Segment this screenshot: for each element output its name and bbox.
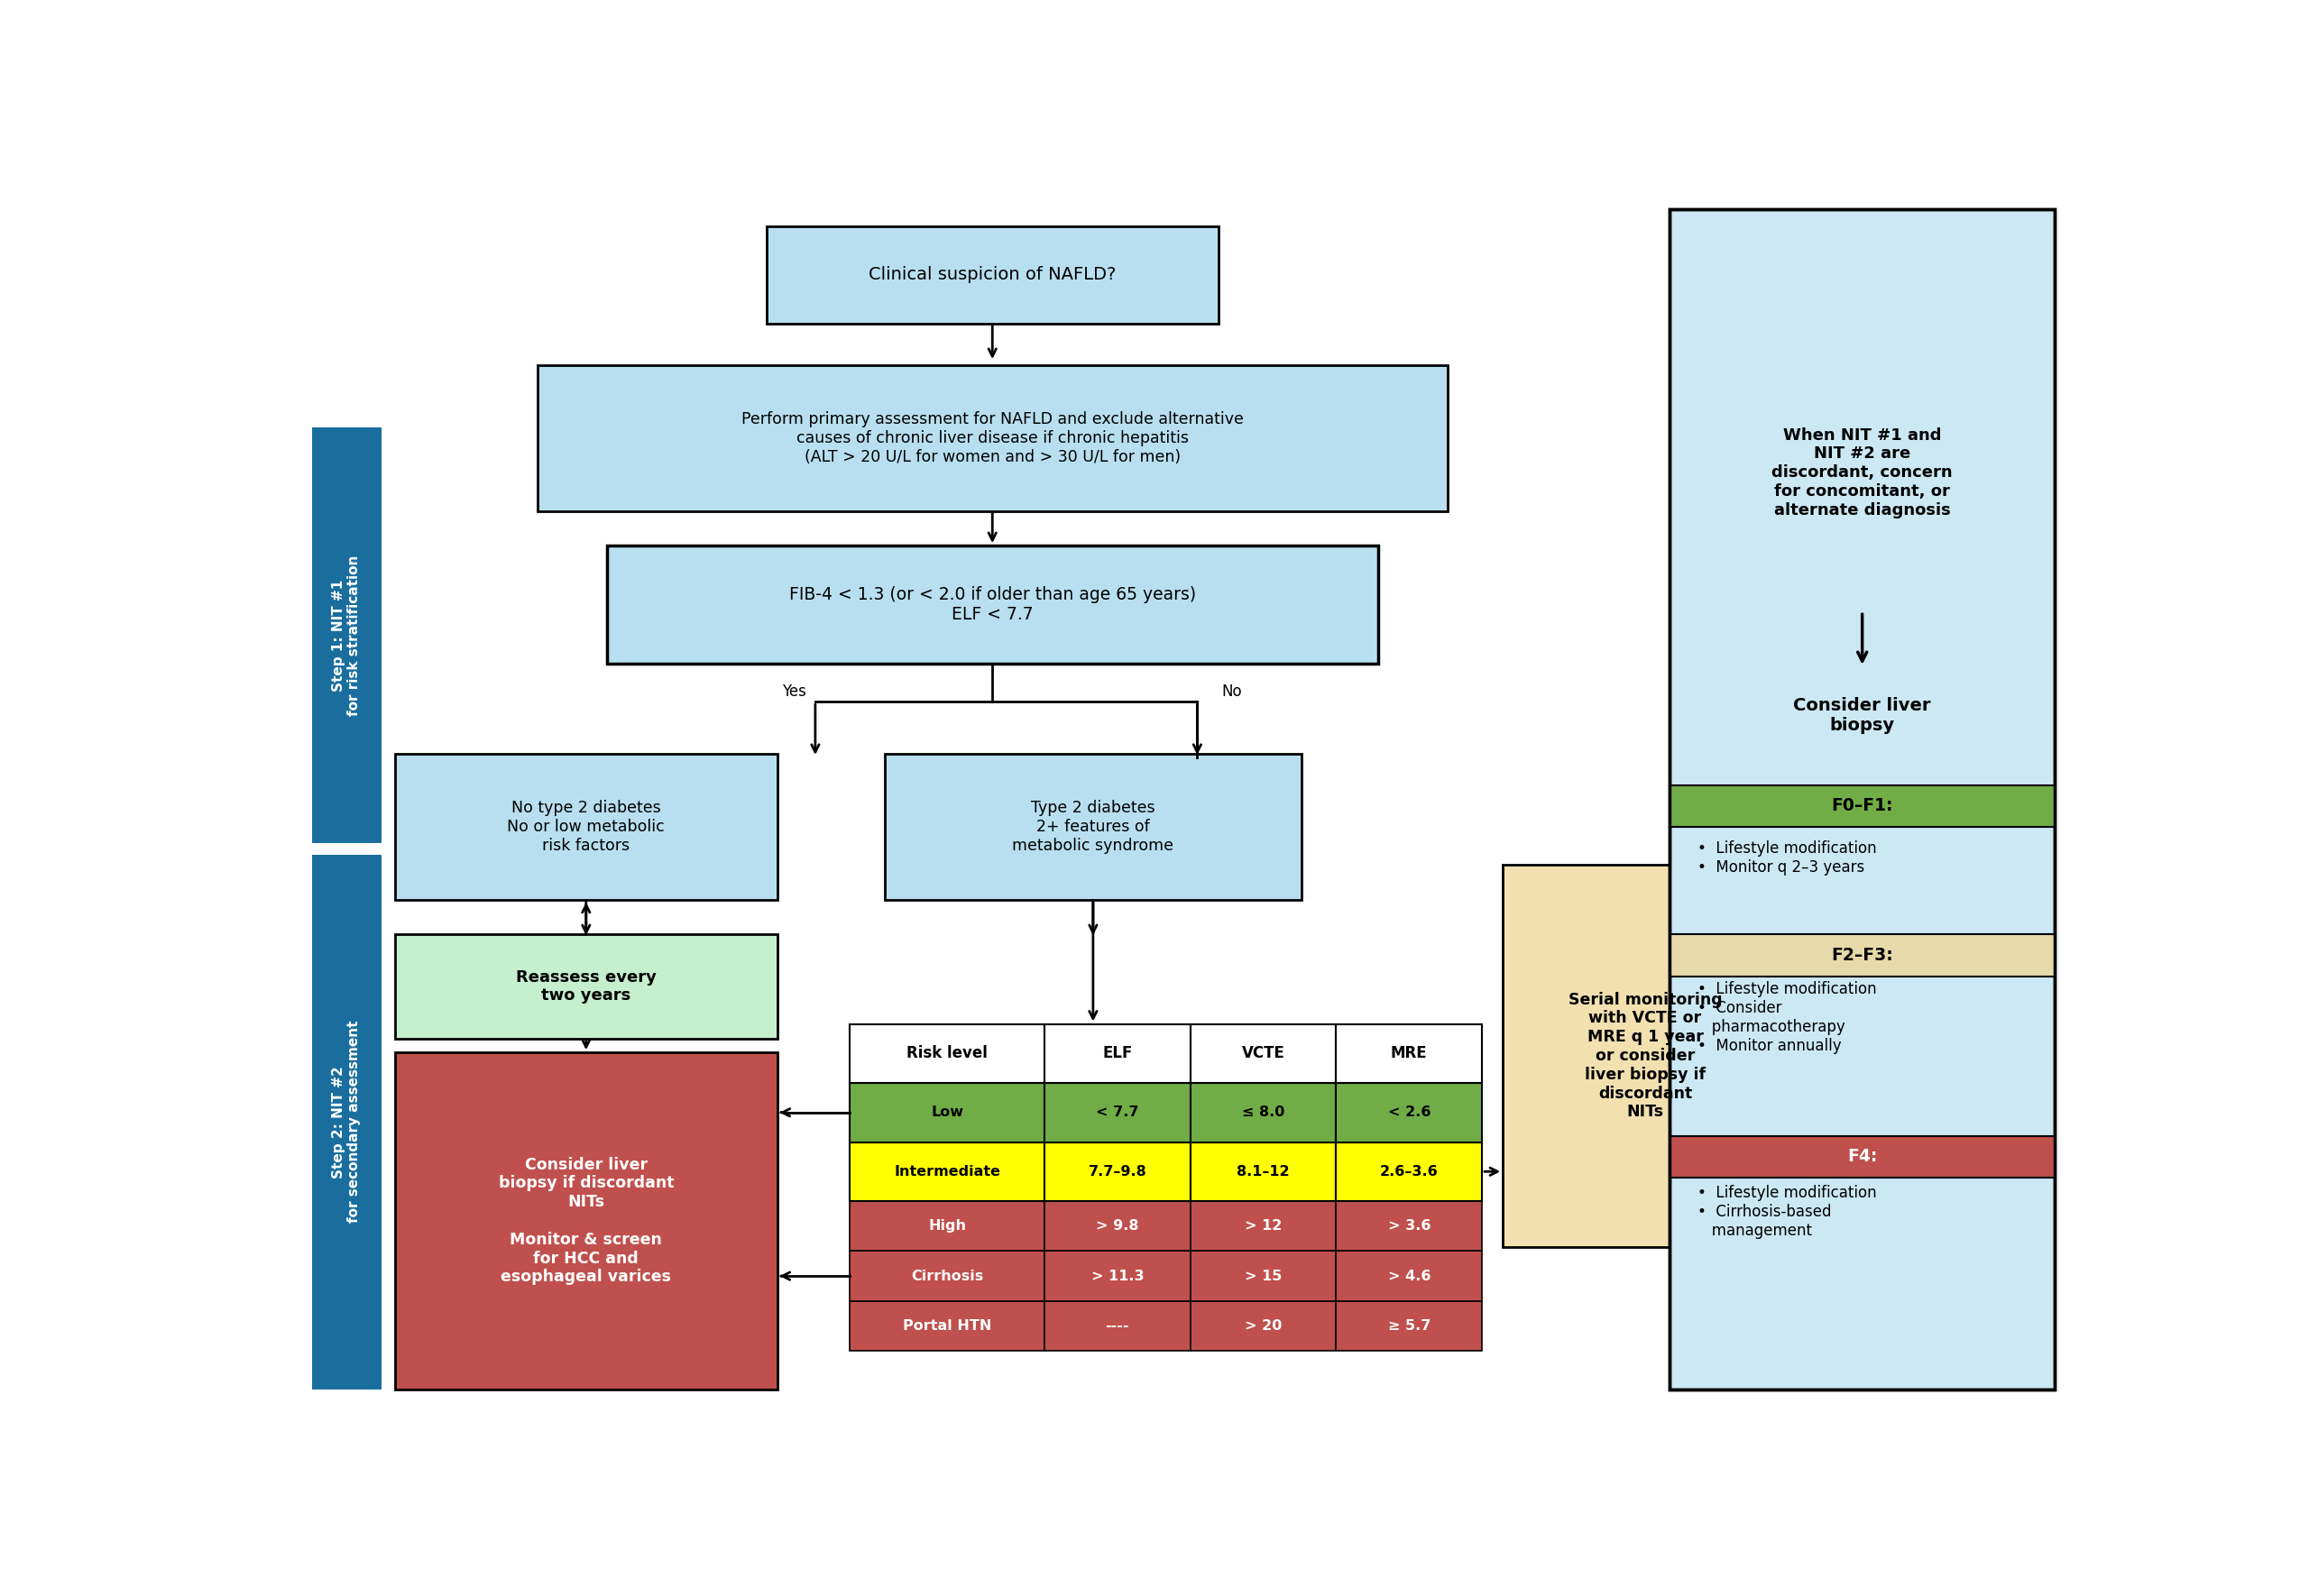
- Text: No: No: [1221, 683, 1242, 699]
- Bar: [884, 753, 1302, 900]
- Text: Step 1: NIT #1
for risk stratification: Step 1: NIT #1 for risk stratification: [332, 555, 360, 717]
- Text: > 11.3: > 11.3: [1090, 1269, 1143, 1283]
- Bar: [1044, 1025, 1191, 1084]
- Bar: [1337, 1025, 1482, 1084]
- Text: Reassess every
two years: Reassess every two years: [515, 969, 656, 1004]
- Bar: [850, 1084, 1044, 1143]
- Bar: [850, 1025, 1044, 1084]
- Text: > 4.6: > 4.6: [1388, 1269, 1432, 1283]
- Bar: [1044, 1143, 1191, 1202]
- Text: Portal HTN: Portal HTN: [903, 1320, 991, 1333]
- Bar: [1669, 209, 2055, 1389]
- Text: Risk level: Risk level: [907, 1045, 988, 1061]
- Bar: [1044, 1202, 1191, 1251]
- Text: 7.7–9.8: 7.7–9.8: [1088, 1165, 1148, 1178]
- Bar: [607, 546, 1378, 664]
- Bar: [538, 365, 1448, 511]
- Bar: [395, 753, 778, 900]
- Text: < 2.6: < 2.6: [1388, 1106, 1432, 1119]
- Bar: [850, 1301, 1044, 1350]
- Text: When NIT #1 and
NIT #2 are
discordant, concern
for concomitant, or
alternate dia: When NIT #1 and NIT #2 are discordant, c…: [1771, 428, 1953, 519]
- Text: ≤ 8.0: ≤ 8.0: [1242, 1106, 1284, 1119]
- Bar: [1191, 1143, 1337, 1202]
- Bar: [850, 1251, 1044, 1301]
- Bar: [1044, 1251, 1191, 1301]
- Text: ≥ 5.7: ≥ 5.7: [1388, 1320, 1432, 1333]
- Text: Intermediate: Intermediate: [894, 1165, 1000, 1178]
- Text: VCTE: VCTE: [1242, 1045, 1284, 1061]
- Bar: [1191, 1251, 1337, 1301]
- Bar: [1191, 1084, 1337, 1143]
- Text: 8.1–12: 8.1–12: [1238, 1165, 1291, 1178]
- Text: Consider liver
biopsy: Consider liver biopsy: [1794, 697, 1930, 734]
- Bar: [1337, 1202, 1482, 1251]
- Text: Type 2 diabetes
2+ features of
metabolic syndrome: Type 2 diabetes 2+ features of metabolic…: [1011, 800, 1173, 854]
- Text: Step 2: NIT #2
for secondary assessment: Step 2: NIT #2 for secondary assessment: [332, 1021, 360, 1223]
- Bar: [1337, 1251, 1482, 1301]
- Text: Yes: Yes: [783, 683, 806, 699]
- Text: F4:: F4:: [1847, 1148, 1877, 1165]
- Text: Consider liver
biopsy if discordant
NITs

Monitor & screen
for HCC and
esophagea: Consider liver biopsy if discordant NITs…: [499, 1157, 674, 1285]
- Text: FIB-4 < 1.3 (or < 2.0 if older than age 65 years)
ELF < 7.7: FIB-4 < 1.3 (or < 2.0 if older than age …: [790, 586, 1196, 622]
- Bar: [1337, 1143, 1482, 1202]
- Bar: [395, 934, 778, 1039]
- Text: •  Lifestyle modification
•  Cirrhosis-based
   management: • Lifestyle modification • Cirrhosis-bas…: [1697, 1186, 1877, 1238]
- Text: Cirrhosis: Cirrhosis: [912, 1269, 984, 1283]
- Text: ----: ----: [1106, 1320, 1129, 1333]
- Bar: [395, 1052, 778, 1389]
- Bar: [767, 227, 1219, 324]
- Text: > 3.6: > 3.6: [1388, 1219, 1432, 1232]
- Text: 2.6–3.6: 2.6–3.6: [1381, 1165, 1439, 1178]
- Bar: [1669, 1136, 2055, 1178]
- Text: > 12: > 12: [1245, 1219, 1281, 1232]
- Bar: [1503, 865, 1787, 1246]
- Bar: [1191, 1025, 1337, 1084]
- Text: F0–F1:: F0–F1:: [1831, 798, 1893, 814]
- Bar: [850, 1202, 1044, 1251]
- Text: Serial monitoring
with VCTE or
MRE q 1 year
or consider
liver biopsy if
discorda: Serial monitoring with VCTE or MRE q 1 y…: [1568, 991, 1723, 1120]
- Bar: [1669, 209, 2055, 1389]
- Text: High: High: [928, 1219, 965, 1232]
- Text: Perform primary assessment for NAFLD and exclude alternative
causes of chronic l: Perform primary assessment for NAFLD and…: [741, 412, 1245, 464]
- Text: •  Lifestyle modification
•  Consider
   pharmacotherapy
•  Monitor annually: • Lifestyle modification • Consider phar…: [1697, 982, 1877, 1053]
- Bar: [1044, 1301, 1191, 1350]
- Text: > 9.8: > 9.8: [1097, 1219, 1138, 1232]
- Text: Clinical suspicion of NAFLD?: Clinical suspicion of NAFLD?: [868, 267, 1115, 284]
- Bar: [1669, 934, 2055, 977]
- Text: No type 2 diabetes
No or low metabolic
risk factors: No type 2 diabetes No or low metabolic r…: [508, 800, 665, 854]
- Bar: [1337, 1084, 1482, 1143]
- Bar: [1669, 785, 2055, 827]
- Text: Low: Low: [931, 1106, 963, 1119]
- Bar: [312, 428, 381, 844]
- Text: > 15: > 15: [1245, 1269, 1281, 1283]
- Bar: [1044, 1084, 1191, 1143]
- Text: F2–F3:: F2–F3:: [1831, 946, 1893, 964]
- Text: ELF: ELF: [1101, 1045, 1131, 1061]
- Text: < 7.7: < 7.7: [1097, 1106, 1138, 1119]
- Bar: [1191, 1202, 1337, 1251]
- Bar: [312, 854, 381, 1389]
- Text: •  Lifestyle modification
•  Monitor q 2–3 years: • Lifestyle modification • Monitor q 2–3…: [1697, 841, 1877, 876]
- Bar: [850, 1143, 1044, 1202]
- Text: MRE: MRE: [1390, 1045, 1427, 1061]
- Bar: [1337, 1301, 1482, 1350]
- Bar: [1191, 1301, 1337, 1350]
- Text: > 20: > 20: [1245, 1320, 1281, 1333]
